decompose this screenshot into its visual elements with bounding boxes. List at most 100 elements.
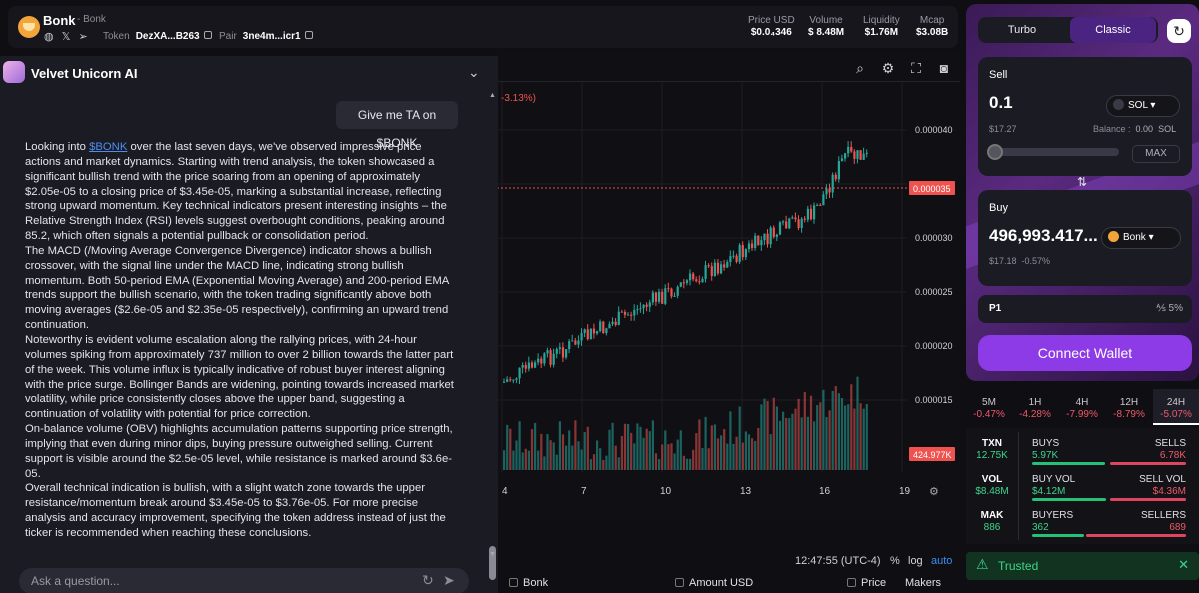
connect-wallet-button[interactable]: Connect Wallet: [978, 335, 1192, 371]
swap-direction-icon[interactable]: ⇅: [1077, 175, 1088, 189]
scroll-down-icon[interactable]: ▼: [489, 551, 496, 558]
volume-bar: [555, 454, 558, 470]
x-tick-label: 13: [740, 486, 752, 497]
col-amount-usd[interactable]: Amount USD: [675, 577, 753, 589]
zoom-icon[interactable]: ⌕: [856, 60, 864, 76]
candle-body: [651, 292, 654, 303]
slider-knob[interactable]: [987, 144, 1003, 160]
settings-icon[interactable]: ⚙: [881, 60, 895, 76]
classic-tab[interactable]: Classic: [1070, 17, 1156, 43]
col-price[interactable]: Price: [847, 577, 886, 589]
swap-panel: Turbo Classic ↻ Sell 0.1 SOL ▾ $17.27 Ba…: [966, 4, 1199, 381]
candle-body: [813, 205, 816, 220]
candle-body: [757, 235, 760, 246]
y-tick-label: 0.000015: [915, 395, 953, 405]
copy-icon[interactable]: [304, 31, 313, 39]
volume-bar: [636, 423, 639, 470]
volume-bar: [537, 450, 540, 470]
volume-bar: [720, 435, 723, 470]
volume-bar: [524, 448, 527, 470]
price-chart[interactable]: ⌕ ⚙ ⛶ ◙ -3.13%) 0.000040 0.000030 0.000025 0…: [497, 54, 960, 567]
candle-body: [534, 362, 537, 368]
volume-bar: [682, 455, 685, 470]
candle-body: [751, 243, 754, 248]
candle-body: [766, 233, 769, 245]
chat-scrollbar[interactable]: ▲ ▼: [488, 92, 497, 580]
candle-body: [574, 340, 577, 345]
close-icon[interactable]: ✕: [1178, 557, 1189, 572]
tf-5m[interactable]: 5M -0.47%: [973, 397, 1005, 420]
copy-icon[interactable]: [203, 31, 212, 39]
collapse-icon[interactable]: ⌄: [468, 64, 480, 80]
tf-1h[interactable]: 1H -4.28%: [1019, 397, 1051, 420]
sol-icon: [1113, 99, 1124, 110]
send-icon[interactable]: ➤: [443, 572, 455, 588]
sell-token-select[interactable]: SOL ▾: [1106, 95, 1180, 117]
camera-icon[interactable]: ◙: [939, 60, 949, 76]
scroll-up-icon[interactable]: ▲: [489, 92, 496, 99]
sell-amount-input[interactable]: 0.1: [989, 93, 1013, 112]
amount-slider[interactable]: [987, 144, 1119, 160]
globe-icon[interactable]: ◍: [44, 31, 54, 43]
percent-toggle[interactable]: %: [890, 555, 900, 567]
token-address[interactable]: Token DezXA...B263: [103, 31, 212, 42]
volume-bar: [806, 416, 809, 470]
volume-bar: [732, 443, 735, 470]
candle-body: [580, 332, 583, 341]
candle-body: [596, 331, 599, 334]
scroll-thumb[interactable]: [489, 546, 496, 580]
candle-body: [735, 255, 738, 262]
tf-12h[interactable]: 12H -8.79%: [1113, 397, 1145, 420]
candle-body: [726, 261, 729, 268]
ask-box: ↻ ➤: [19, 568, 469, 593]
candle-body: [716, 262, 720, 274]
candle-body: [682, 282, 685, 284]
candle-body: [667, 288, 670, 290]
col-makers[interactable]: Makers ▽: [905, 577, 942, 589]
turbo-tab[interactable]: Turbo: [1007, 24, 1037, 36]
candlestick-plot[interactable]: -3.13%) 0.000040 0.000030 0.000025 0.000020 0…: [497, 82, 960, 522]
slippage[interactable]: ⅍ 5%: [1156, 303, 1183, 314]
col-bonk[interactable]: Bonk: [509, 577, 548, 589]
candle-body: [844, 153, 847, 159]
buy-card: Buy 496,993.417... Bonk ▾ $17.18 -0.57%: [978, 190, 1192, 286]
candle-body: [518, 367, 521, 379]
volume-bar: [518, 421, 521, 470]
priority-row[interactable]: P1 ⅍ 5%: [978, 295, 1192, 323]
tf-4h[interactable]: 4H -7.99%: [1066, 397, 1098, 420]
volume-bar: [788, 418, 791, 470]
refresh-icon[interactable]: ↻: [422, 572, 434, 588]
ask-input[interactable]: [31, 573, 401, 589]
volume-bar: [558, 421, 561, 470]
candle-body: [809, 208, 813, 220]
fullscreen-icon[interactable]: ⛶: [911, 60, 921, 76]
volume-bar: [620, 435, 623, 470]
mode-toggle: Turbo Classic: [978, 17, 1158, 43]
price-tag-bg: [909, 181, 955, 195]
candle-body: [769, 227, 772, 245]
candle-body: [701, 278, 704, 283]
buy-vol-bar: [1032, 498, 1106, 501]
buys-bar: [1032, 462, 1105, 465]
volume-bar: [592, 454, 596, 470]
bonk-link[interactable]: $BONK: [89, 141, 128, 153]
telegram-icon[interactable]: ➢: [78, 31, 88, 43]
log-toggle[interactable]: log: [908, 555, 923, 567]
pair-address[interactable]: Pair 3ne4m...icr1: [219, 31, 313, 42]
candle-body: [732, 255, 735, 257]
candle-body: [630, 314, 633, 316]
candle-body: [837, 161, 840, 180]
max-button[interactable]: MAX: [1132, 145, 1180, 163]
x-icon[interactable]: 𝕏: [61, 31, 71, 43]
tf-24h[interactable]: 24H -5.07%: [1153, 389, 1199, 425]
volume-bar: [741, 442, 744, 470]
candle-body: [689, 273, 692, 281]
candle-body: [840, 158, 844, 162]
volume-bar: [503, 450, 506, 470]
volume-bar: [809, 395, 813, 470]
volume-bar: [862, 408, 865, 470]
buy-token-select[interactable]: Bonk ▾: [1101, 227, 1181, 249]
auto-toggle[interactable]: auto: [931, 555, 953, 567]
volume-bar: [785, 417, 788, 470]
refresh-button[interactable]: ↻: [1167, 19, 1191, 43]
